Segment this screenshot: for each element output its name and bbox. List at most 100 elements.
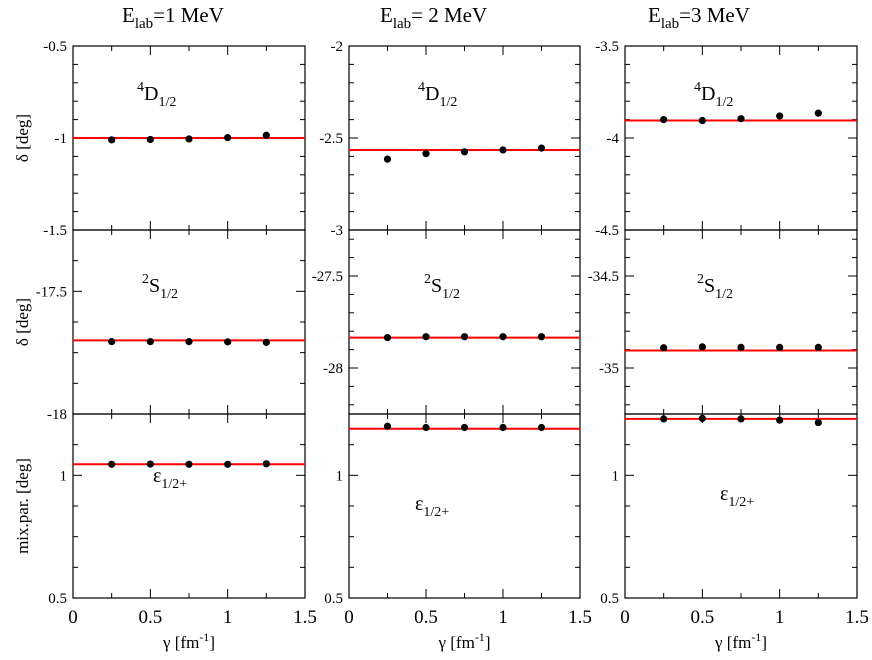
- title-value: =3 MeV: [679, 3, 750, 27]
- data-point: [146, 338, 154, 346]
- panel-label: 2S1/2: [697, 272, 733, 302]
- data-point: [422, 423, 430, 432]
- x-tick-label: 0: [620, 607, 630, 628]
- data-point: [537, 144, 546, 152]
- label-subscript: 1/2+: [728, 495, 754, 510]
- x-label-main: γ [fm: [714, 633, 751, 652]
- panel: -3.5 -4 -4.5 4D1/2: [595, 39, 858, 239]
- x-tick-label: 0.5: [414, 607, 438, 628]
- data-point: [108, 338, 116, 346]
- data-point: [814, 109, 822, 117]
- y-tick-label: -1: [55, 131, 68, 147]
- data-point: [108, 136, 116, 144]
- y-tick-label: 1: [612, 468, 620, 484]
- x-tick-label: 1: [775, 607, 785, 628]
- title-energy-symbol: E: [122, 3, 135, 27]
- y-tick-label: -28: [323, 361, 343, 377]
- y-tick-label: 0.5: [600, 591, 619, 607]
- y-tick-label: -35: [599, 361, 619, 377]
- label-subscript: 1/2: [442, 287, 460, 302]
- x-tick-label: 1.5: [293, 607, 317, 628]
- title-value: =1 MeV: [153, 3, 224, 27]
- data-point: [660, 415, 668, 423]
- panel-label: ε1/2+: [720, 483, 754, 510]
- y-tick-label: -27.5: [312, 269, 343, 285]
- panel: -0.5 -1 -1.5 4D1/2: [43, 39, 306, 239]
- panel-label: 4D1/2: [137, 80, 176, 110]
- data-point: [499, 423, 507, 432]
- panel-label: 4D1/2: [418, 80, 457, 110]
- data-point: [422, 333, 430, 341]
- label-superscript: 4: [694, 80, 701, 95]
- y-tick-label: -34.5: [588, 269, 619, 285]
- data-point: [737, 343, 745, 351]
- title-subscript: lab: [393, 16, 411, 32]
- x-tick-label: 0.5: [138, 607, 162, 628]
- data-point: [185, 338, 193, 346]
- label-superscript: 2: [424, 272, 431, 287]
- data-point: [262, 131, 270, 139]
- y-tick-label: 1: [60, 468, 68, 484]
- column-title: Elab=3 MeV: [648, 3, 750, 32]
- y-tick-label: -3.5: [595, 39, 619, 55]
- y-tick-label: 0.5: [48, 591, 67, 607]
- panel: 1 0.5 ε1/2+: [48, 413, 306, 607]
- panel: 1 0.5 ε1/2+: [324, 413, 581, 607]
- panel: -17.5 -18 2S1/2: [36, 229, 306, 423]
- label-superscript: 4: [137, 80, 144, 95]
- panel-label: 2S1/2: [424, 272, 460, 302]
- title-subscript: lab: [661, 16, 679, 32]
- x-tick-label: 0: [68, 607, 78, 628]
- y-tick-label: -2.5: [319, 131, 343, 147]
- title-energy-symbol: E: [648, 3, 661, 27]
- data-point: [499, 333, 507, 341]
- panel: -34.5 -35 2S1/2: [588, 229, 858, 415]
- panel: -2 -2.5 -3 4D1/2: [319, 39, 581, 239]
- x-tick-label: 0.5: [690, 607, 714, 628]
- title-value: = 2 MeV: [411, 3, 487, 27]
- y-tick-label: -3: [331, 223, 344, 239]
- data-point: [262, 338, 270, 346]
- data-point: [460, 423, 469, 432]
- label-subscript: 1/2: [439, 95, 457, 110]
- data-point: [698, 343, 706, 351]
- data-point: [776, 416, 784, 424]
- data-point: [262, 460, 270, 468]
- data-point: [224, 338, 232, 346]
- y-tick-label: -18: [47, 407, 67, 423]
- panel-frame: [72, 229, 306, 415]
- data-point: [814, 343, 822, 351]
- panel-frame: [348, 413, 581, 599]
- label-base: ε: [153, 465, 161, 487]
- label-subscript: 1/2: [158, 95, 176, 110]
- x-label-main: γ [fm: [162, 633, 199, 652]
- x-axis-label: γ [fm-1]: [714, 630, 767, 652]
- panel-frame: [348, 229, 581, 415]
- y-tick-label: -4: [607, 131, 620, 147]
- x-tick-label: 0: [344, 607, 354, 628]
- data-point: [422, 150, 430, 158]
- label-superscript: 2: [142, 272, 149, 287]
- y-axis-label: mix.par. [deg]: [13, 458, 32, 554]
- x-label-main: γ [fm: [438, 633, 475, 652]
- column-title: Elab=1 MeV: [122, 3, 224, 32]
- label-subscript: 1/2+: [161, 477, 187, 492]
- panel-label: 4D1/2: [694, 80, 733, 110]
- label-base: D: [701, 83, 715, 105]
- y-tick-label: -4.5: [595, 223, 619, 239]
- panel: 1 0.5 ε1/2+: [600, 413, 858, 607]
- data-point: [698, 116, 706, 125]
- label-subscript: 1/2: [160, 287, 178, 302]
- y-axis-label: δ [deg]: [13, 114, 32, 162]
- label-base: ε: [720, 483, 728, 505]
- data-point: [224, 134, 232, 142]
- panel-frame: [624, 45, 858, 231]
- x-label-superscript: -1: [475, 630, 485, 644]
- data-point: [814, 418, 822, 427]
- data-point: [146, 460, 154, 468]
- x-label-superscript: -1: [751, 630, 761, 644]
- label-base: S: [431, 275, 442, 297]
- x-tick-label: 1: [498, 607, 508, 628]
- panel-frame: [624, 229, 858, 415]
